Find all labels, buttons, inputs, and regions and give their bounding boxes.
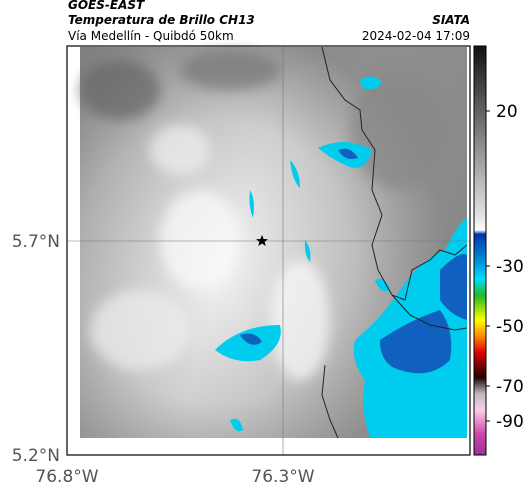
region: Vía Medellín - Quibdó 50km <box>68 29 234 43</box>
product: Temperatura de Brillo CH13 <box>68 13 255 27</box>
lon-label: 76.3°W <box>251 467 314 487</box>
lon-label: 76.8°W <box>35 467 98 487</box>
colorbar-tick-label: -30 <box>496 257 524 277</box>
map-image <box>67 46 470 455</box>
colorbar-ticks: 20 -30 -50 -70 -90 <box>486 102 524 432</box>
map-frame <box>66 45 471 456</box>
lat-label: 5.7°N <box>12 232 60 252</box>
satellite: GOES-EAST <box>68 0 145 12</box>
timestamp: 2024-02-04 17:09 <box>362 29 470 43</box>
colorbar-tick-label: -70 <box>496 377 524 397</box>
colorbar-tick-label: -50 <box>496 317 524 337</box>
colorbar-tick-label: 20 <box>496 102 518 122</box>
source: SIATA <box>432 13 470 27</box>
colorbar-tick-label: -90 <box>496 412 524 432</box>
colorbar <box>473 45 487 456</box>
lat-label: 5.2°N <box>12 446 60 466</box>
